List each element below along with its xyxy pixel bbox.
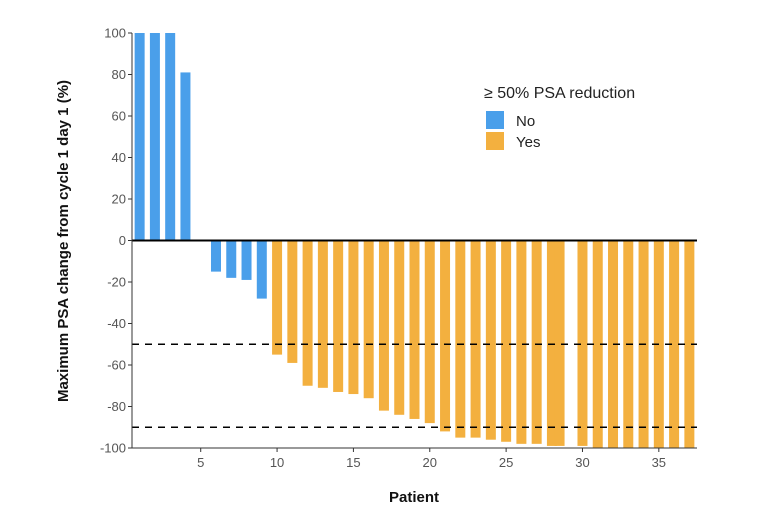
- legend-label-yes: Yes: [516, 134, 540, 151]
- bar-patient-2: [149, 33, 160, 241]
- bar-patient-28: [546, 240, 557, 446]
- bar-patient-21: [440, 240, 451, 432]
- y-tick-label: -100: [100, 441, 126, 456]
- bar-patient-6: [210, 240, 221, 272]
- bar-patient-13: [317, 240, 328, 388]
- y-axis-title: Maximum PSA change from cycle 1 day 1 (%…: [55, 80, 72, 402]
- legend-title: ≥ 50% PSA reduction: [484, 85, 635, 102]
- bar-patient-1: [134, 33, 145, 241]
- bar-patient-37: [684, 240, 695, 448]
- bar-patient-36: [669, 240, 680, 448]
- bar-patient-27: [531, 240, 542, 444]
- y-tick-label: 40: [112, 150, 126, 165]
- y-axis: 100 80 60 40 20 0 -20 -40 -60 -80 -100: [100, 26, 133, 456]
- bar-patient-25: [501, 240, 512, 442]
- x-tick-label: 10: [270, 455, 284, 470]
- bar-patient-16: [363, 240, 374, 399]
- bar-patient-31: [592, 240, 603, 448]
- bar-patient-7: [226, 240, 237, 278]
- x-tick-label: 35: [652, 455, 666, 470]
- legend-swatch-no: [486, 111, 504, 129]
- legend-label-no: No: [516, 113, 535, 130]
- bar-patient-29: [554, 240, 565, 446]
- x-tick-label: 30: [575, 455, 589, 470]
- bar-patient-22: [455, 240, 466, 438]
- bar-patient-4: [180, 72, 191, 241]
- bar-patient-8: [241, 240, 252, 280]
- bar-patient-14: [333, 240, 344, 392]
- x-tick-label: 20: [423, 455, 437, 470]
- y-tick-label: 0: [119, 233, 126, 248]
- bar-patient-30: [577, 240, 588, 446]
- x-tick-label: 25: [499, 455, 513, 470]
- x-axis: 5 10 15 20 25 30 35: [132, 447, 697, 470]
- bar-patient-12: [302, 240, 313, 386]
- reference-lines: [132, 343, 697, 429]
- x-tick-label: 5: [197, 455, 204, 470]
- y-tick-label: 80: [112, 67, 126, 82]
- bar-patient-26: [516, 240, 527, 444]
- bar-patient-10: [272, 240, 283, 355]
- legend: ≥ 50% PSA reduction No Yes: [484, 85, 635, 151]
- bar-patient-23: [470, 240, 481, 438]
- bar-patient-19: [409, 240, 420, 419]
- y-tick-label: -20: [107, 275, 126, 290]
- bar-patient-11: [287, 240, 298, 363]
- bar-patient-17: [378, 240, 389, 411]
- y-tick-label: 20: [112, 192, 126, 207]
- y-tick-label: -60: [107, 358, 126, 373]
- legend-swatch-yes: [486, 132, 504, 150]
- x-tick-label: 15: [346, 455, 360, 470]
- y-tick-label: -40: [107, 316, 126, 331]
- y-tick-label: -80: [107, 399, 126, 414]
- y-tick-label: 100: [104, 26, 126, 41]
- bar-patient-18: [394, 240, 405, 415]
- x-axis-title: Patient: [389, 489, 439, 506]
- y-tick-label: 60: [112, 109, 126, 124]
- bar-patient-20: [424, 240, 435, 424]
- bar-patient-9: [256, 240, 267, 299]
- bar-patient-15: [348, 240, 359, 395]
- bar-patient-3: [165, 33, 176, 241]
- bar-patient-24: [485, 240, 496, 440]
